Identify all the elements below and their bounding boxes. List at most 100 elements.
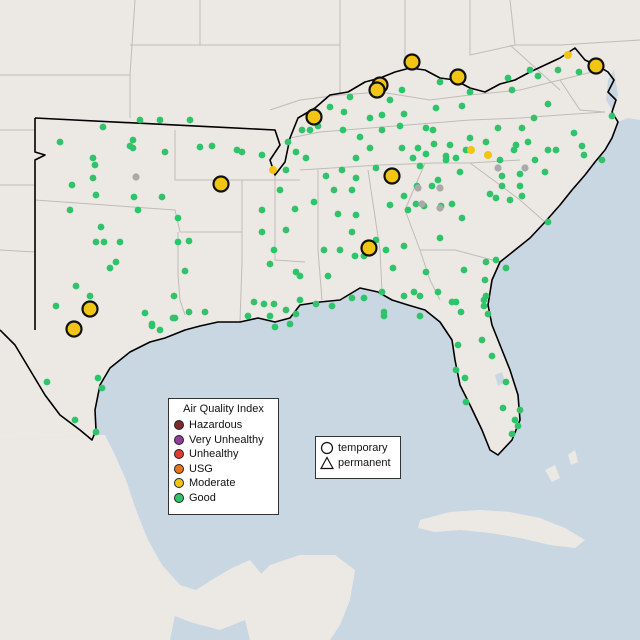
- good-monitor-marker[interactable]: [100, 238, 108, 246]
- good-monitor-marker[interactable]: [460, 266, 468, 274]
- good-monitor-marker[interactable]: [282, 306, 290, 314]
- good-monitor-marker[interactable]: [414, 144, 422, 152]
- good-monitor-marker[interactable]: [462, 398, 470, 406]
- good-monitor-marker[interactable]: [448, 200, 456, 208]
- moderate-temporary-markers[interactable]: [65, 53, 605, 338]
- good-monitor-marker[interactable]: [201, 308, 209, 316]
- good-monitor-marker[interactable]: [126, 142, 134, 150]
- good-monitor-marker[interactable]: [412, 200, 420, 208]
- good-monitor-marker[interactable]: [181, 267, 189, 275]
- good-monitor-marker[interactable]: [296, 272, 304, 280]
- moderate-temporary-marker[interactable]: [305, 108, 323, 126]
- good-monitor-marker[interactable]: [478, 336, 486, 344]
- good-monitor-marker[interactable]: [400, 292, 408, 300]
- good-monitor-marker[interactable]: [400, 192, 408, 200]
- good-monitor-marker[interactable]: [72, 282, 80, 290]
- good-monitor-marker[interactable]: [554, 66, 562, 74]
- good-monitor-marker[interactable]: [258, 206, 266, 214]
- good-monitor-marker[interactable]: [454, 341, 462, 349]
- good-monitor-marker[interactable]: [456, 168, 464, 176]
- good-monitor-marker[interactable]: [396, 122, 404, 130]
- good-monitor-marker[interactable]: [452, 366, 460, 374]
- good-monitor-marker[interactable]: [404, 206, 412, 214]
- good-monitor-marker[interactable]: [466, 88, 474, 96]
- good-monitor-marker[interactable]: [496, 156, 504, 164]
- good-monitor-marker[interactable]: [312, 300, 320, 308]
- good-monitor-marker[interactable]: [86, 292, 94, 300]
- good-monitor-marker[interactable]: [482, 292, 490, 300]
- good-monitor-marker[interactable]: [71, 416, 79, 424]
- good-monitor-marker[interactable]: [502, 378, 510, 386]
- good-monitor-marker[interactable]: [482, 138, 490, 146]
- good-monitor-marker[interactable]: [452, 154, 460, 162]
- moderate-temporary-marker[interactable]: [360, 239, 378, 257]
- good-monitor-marker[interactable]: [382, 246, 390, 254]
- good-monitor-marker[interactable]: [156, 326, 164, 334]
- good-monitor-marker[interactable]: [282, 226, 290, 234]
- good-monitor-marker[interactable]: [98, 384, 106, 392]
- good-monitor-marker[interactable]: [457, 308, 465, 316]
- good-monitor-marker[interactable]: [250, 298, 258, 306]
- good-monitor-marker[interactable]: [511, 416, 519, 424]
- good-monitor-marker[interactable]: [430, 140, 438, 148]
- good-monitor-marker[interactable]: [380, 312, 388, 320]
- good-monitor-marker[interactable]: [436, 78, 444, 86]
- good-monitor-marker[interactable]: [141, 309, 149, 317]
- good-monitor-marker[interactable]: [458, 102, 466, 110]
- good-monitor-marker[interactable]: [446, 141, 454, 149]
- good-monitor-marker[interactable]: [352, 174, 360, 182]
- good-monitor-marker[interactable]: [416, 162, 424, 170]
- good-monitor-marker[interactable]: [541, 168, 549, 176]
- good-monitor-marker[interactable]: [282, 166, 290, 174]
- inactive-monitor-marker[interactable]: [132, 173, 140, 181]
- good-monitor-marker[interactable]: [544, 218, 552, 226]
- moderate-small-marker[interactable]: [564, 51, 572, 59]
- good-monitor-marker[interactable]: [518, 124, 526, 132]
- good-monitor-marker[interactable]: [340, 108, 348, 116]
- inactive-monitor-marker[interactable]: [436, 204, 444, 212]
- good-monitor-marker[interactable]: [422, 124, 430, 132]
- good-monitor-marker[interactable]: [389, 264, 397, 272]
- good-monitor-marker[interactable]: [498, 182, 506, 190]
- good-monitor-marker[interactable]: [196, 143, 204, 151]
- good-monitor-marker[interactable]: [298, 126, 306, 134]
- good-monitor-marker[interactable]: [158, 193, 166, 201]
- good-monitor-marker[interactable]: [352, 211, 360, 219]
- good-monitor-marker[interactable]: [516, 182, 524, 190]
- good-monitor-marker[interactable]: [91, 161, 99, 169]
- good-monitor-marker[interactable]: [43, 378, 51, 386]
- good-monitor-marker[interactable]: [452, 298, 460, 306]
- good-monitor-marker[interactable]: [258, 151, 266, 159]
- moderate-temporary-marker[interactable]: [81, 300, 99, 318]
- good-monitor-marker[interactable]: [502, 264, 510, 272]
- good-monitor-marker[interactable]: [518, 192, 526, 200]
- good-monitor-marker[interactable]: [330, 186, 338, 194]
- good-monitor-marker[interactable]: [434, 288, 442, 296]
- good-monitor-marker[interactable]: [112, 258, 120, 266]
- moderate-temporary-marker[interactable]: [212, 175, 230, 193]
- good-monitor-marker[interactable]: [366, 114, 374, 122]
- good-monitor-marker[interactable]: [260, 300, 268, 308]
- good-monitor-marker[interactable]: [416, 312, 424, 320]
- good-monitor-marker[interactable]: [66, 206, 74, 214]
- good-monitor-marker[interactable]: [506, 196, 514, 204]
- good-monitor-marker[interactable]: [56, 138, 64, 146]
- good-monitor-marker[interactable]: [544, 100, 552, 108]
- good-monitor-marker[interactable]: [170, 292, 178, 300]
- good-monitor-marker[interactable]: [516, 406, 524, 414]
- good-monitor-marker[interactable]: [339, 126, 347, 134]
- good-monitor-marker[interactable]: [266, 312, 274, 320]
- good-monitor-marker[interactable]: [291, 205, 299, 213]
- moderate-temporary-marker[interactable]: [403, 53, 421, 71]
- good-monitor-marker[interactable]: [516, 170, 524, 178]
- good-monitor-marker[interactable]: [320, 246, 328, 254]
- good-monitor-marker[interactable]: [97, 223, 105, 231]
- good-monitor-marker[interactable]: [136, 116, 144, 124]
- good-monitor-marker[interactable]: [481, 276, 489, 284]
- good-monitor-marker[interactable]: [292, 310, 300, 318]
- good-monitor-marker[interactable]: [258, 228, 266, 236]
- moderate-small-marker[interactable]: [484, 151, 492, 159]
- good-monitor-marker[interactable]: [346, 93, 354, 101]
- good-monitor-marker[interactable]: [351, 252, 359, 260]
- good-monitor-marker[interactable]: [89, 174, 97, 182]
